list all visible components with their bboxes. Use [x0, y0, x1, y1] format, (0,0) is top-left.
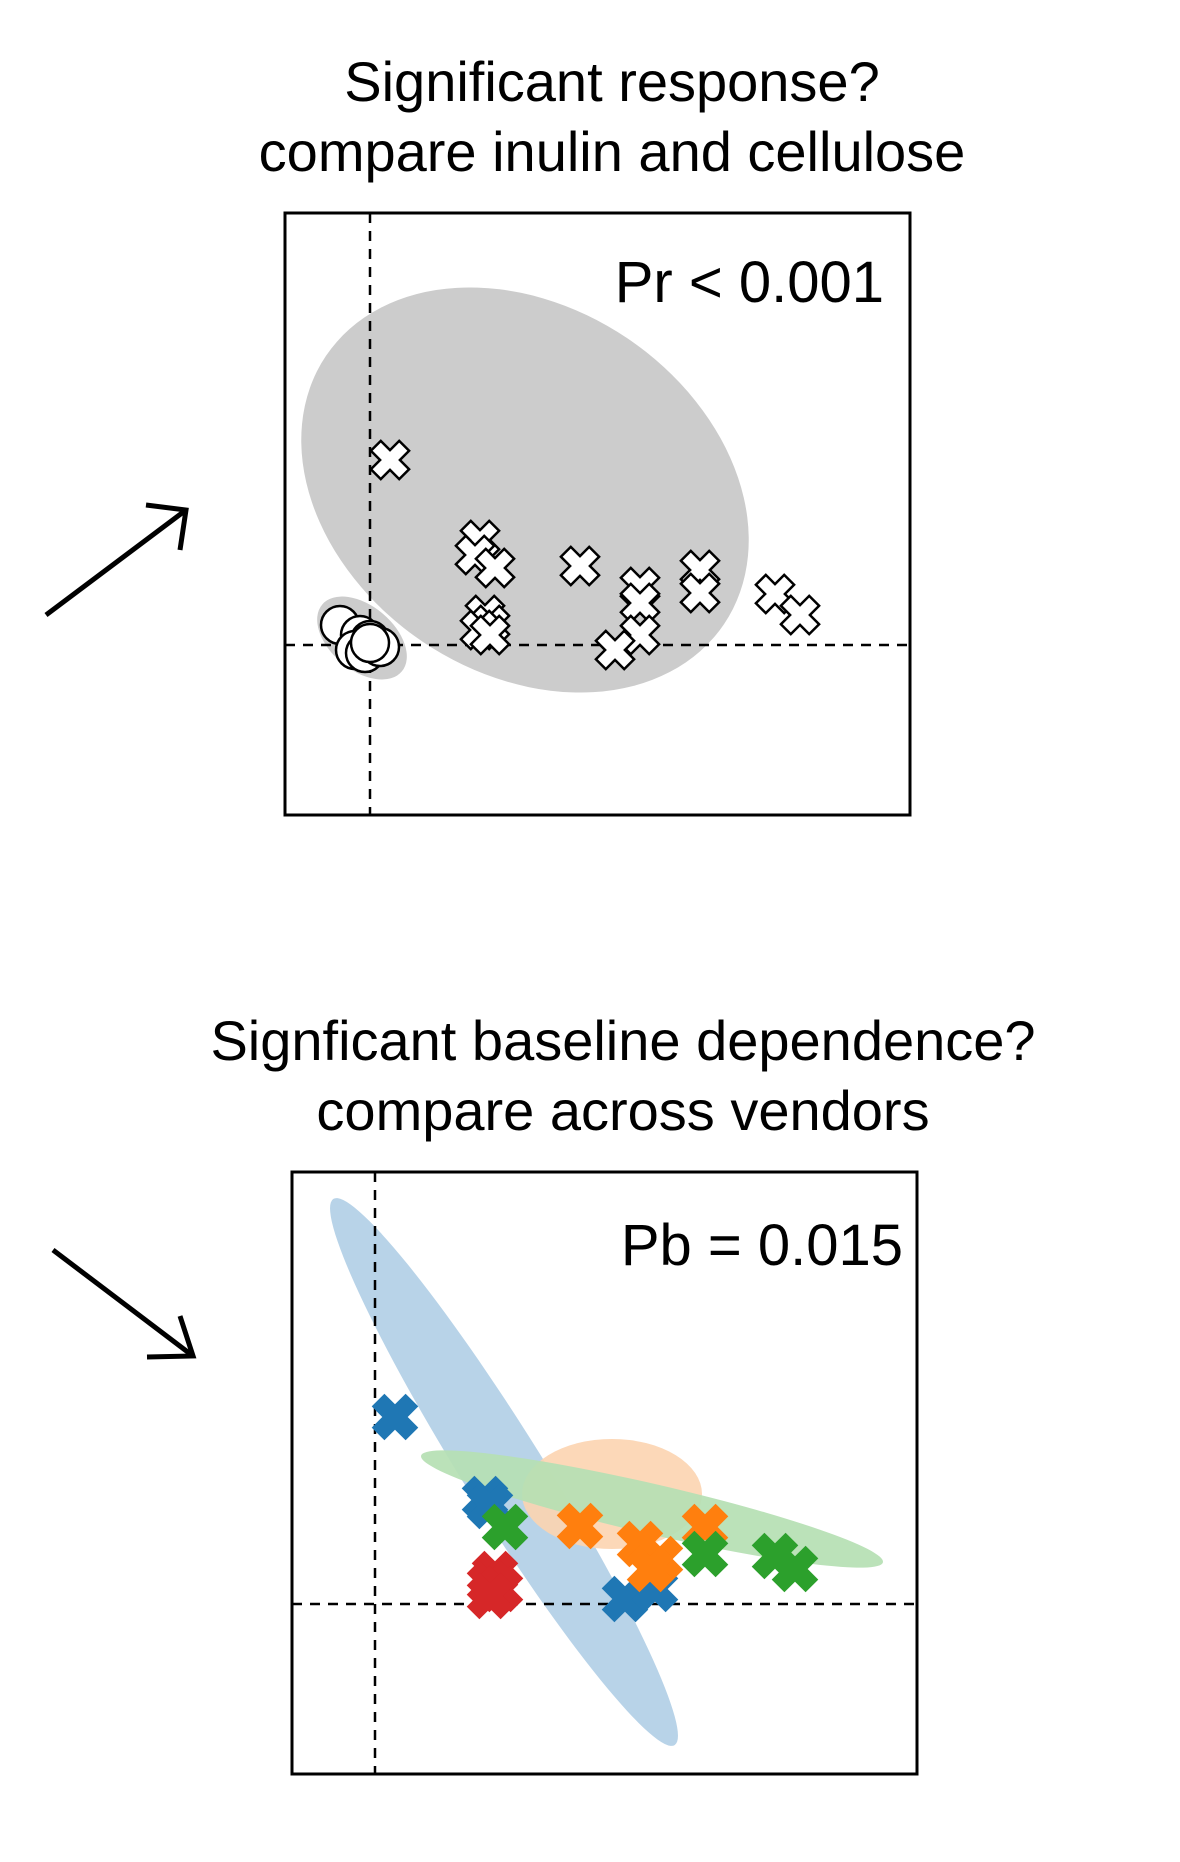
- top-plot-frame: [283, 211, 912, 817]
- bottom-chart-title: Signficant baseline dependence? compare …: [33, 1006, 1180, 1146]
- bottom-scatter-plot: Pb = 0.015: [290, 1170, 919, 1776]
- top-data-points: [319, 439, 821, 674]
- data-point-c0-s1-7: [349, 622, 391, 664]
- bottom-data-points: [371, 1393, 819, 1623]
- data-point-c0-s0-10: [779, 594, 821, 636]
- data-point-c1-s1-0: [556, 1502, 604, 1550]
- data-point-c0-s0-0: [369, 439, 411, 481]
- data-point-c0-s0-15: [594, 629, 636, 671]
- data-point-c1-s0-0: [371, 1393, 419, 1441]
- pb-annotation: Pb = 0.015: [621, 1213, 903, 1278]
- data-point-c0-s0-3: [474, 547, 516, 589]
- data-point-c0-s0-4: [559, 545, 601, 587]
- data-point-c0-s0-16: [469, 614, 511, 656]
- pr-annotation: Pr < 0.001: [615, 250, 884, 315]
- data-point-c1-s1-4: [626, 1545, 674, 1593]
- bottom-chart-title-line-2: compare across vendors: [316, 1079, 930, 1142]
- top-chart-title: Significant response? compare inulin and…: [22, 47, 1180, 187]
- arrow-down-right-icon: [51, 1248, 197, 1360]
- arrow-up-right-icon: [44, 502, 189, 617]
- bottom-chart-title-line-1: Signficant baseline dependence?: [210, 1009, 1036, 1072]
- data-point-c1-s3-3: [466, 1572, 514, 1620]
- bottom-plot-frame: [290, 1170, 919, 1776]
- top-chart-title-line-2: compare inulin and cellulose: [258, 120, 966, 183]
- data-point-c0-s0-8: [679, 572, 721, 614]
- data-point-c1-s2-1: [681, 1530, 729, 1578]
- data-point-c1-s2-0: [481, 1503, 529, 1551]
- top-chart-title-line-1: Significant response?: [344, 50, 880, 113]
- top-scatter-plot: Pr < 0.001: [283, 211, 912, 817]
- data-point-c1-s2-3: [771, 1545, 819, 1593]
